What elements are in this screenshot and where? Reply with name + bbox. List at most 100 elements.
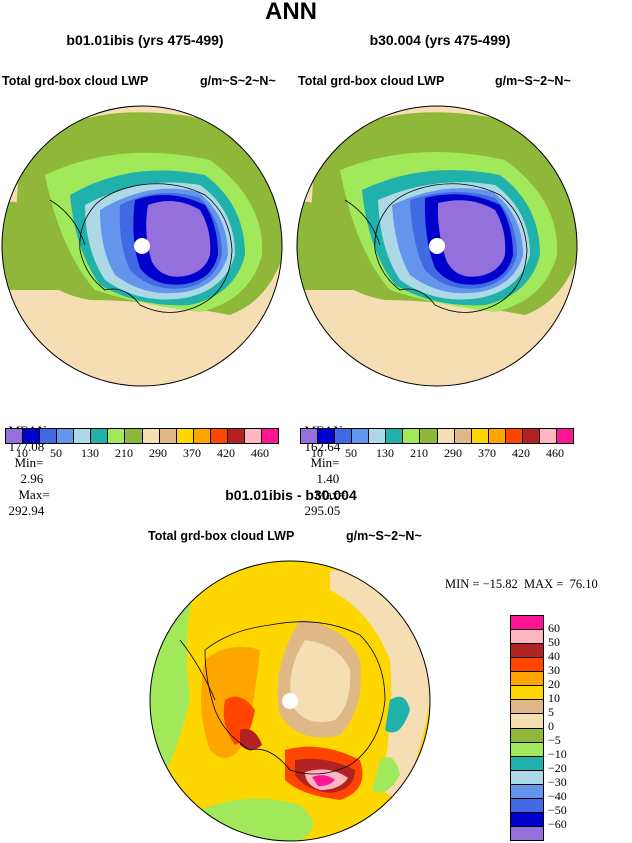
colorbar-2-swatch [539,429,557,443]
colorbar-diff-swatch [511,700,543,715]
panel-1-min-value: 2.96 [20,471,44,486]
pole-marker-diff [282,693,298,709]
colorbar-1-swatch [40,429,58,443]
colorbar-1-swatch [108,429,126,443]
colorbar-2-swatch [369,429,387,443]
polar-map-1 [2,106,282,386]
panel-2-max-label: Max= [314,487,346,502]
colorbar-diff-swatch [511,644,543,659]
colorbar-diff-swatch [511,798,543,813]
colorbar-diff-swatch [511,728,543,743]
diff-min-max: MIN = −15.82 MAX = 76.10 [445,577,598,591]
pole-marker-2 [429,238,445,254]
colorbar-diff-labels: 60 50 40 30 20 10 5 0 −5 −10 −20 −30 −40 −50 −60 [548,615,588,839]
colorbar-panel-2 [300,428,574,444]
colorbar-panel-1-labels: 10 50 130 210 290 370 420 460 [5,446,277,462]
colorbar-1-tick-label: 460 [251,446,269,460]
colorbar-diff-tick-label: 50 [548,635,560,649]
colorbar-2-swatch [556,429,573,443]
colorbar-2-tick-label: 10 [311,446,323,460]
colorbar-2-swatch [352,429,370,443]
colorbar-diff-tick-label: 10 [548,691,560,705]
colorbar-2-tick-label: 290 [444,446,462,460]
colorbar-diff-swatch [511,630,543,645]
colorbar-1-swatch [142,429,160,443]
colorbar-panel-2-labels: 10 50 130 210 290 370 420 460 [300,446,572,462]
colorbar-1-swatch [210,429,228,443]
colorbar-2-swatch [505,429,523,443]
colorbar-diff-swatch [511,714,543,729]
panel-2-case-title: b30.004 (yrs 475-499) [369,32,511,48]
colorbar-1-tick-label: 420 [217,446,235,460]
colorbar-diff-tick-label: 0 [548,719,554,733]
colorbar-1-swatch [57,429,75,443]
colorbar-2-swatch [403,429,421,443]
colorbar-diff-tick-label: 40 [548,649,560,663]
colorbar-2-swatch [522,429,540,443]
colorbar-2-tick-label: 460 [546,446,564,460]
colorbar-1-tick-label: 10 [16,446,28,460]
colorbar-panel-1 [5,428,279,444]
diff-title: b01.01ibis - b30.004 [225,487,357,503]
colorbar-2-tick-label: 130 [376,446,394,460]
colorbar-diff-tick-label: 60 [548,621,560,635]
diff-variable: Total grd-box cloud LWP [148,529,295,543]
colorbar-1-swatch [125,429,143,443]
colorbar-diff-tick-label: −10 [548,747,567,761]
colorbar-1-tick-label: 50 [50,446,62,460]
colorbar-2-swatch [301,429,319,443]
colorbar-diff-swatch [511,812,543,827]
colorbar-2-swatch [420,429,438,443]
panel-1-max-label: Max= [18,487,50,502]
colorbar-2-swatch [454,429,472,443]
colorbar-2-swatch [437,429,455,443]
colorbar-diff-swatch [511,686,543,701]
page-title: ANN [265,0,317,25]
colorbar-2-tick-label: 50 [345,446,357,460]
colorbar-2-swatch [335,429,353,443]
colorbar-1-swatch [159,429,177,443]
colorbar-1-tick-label: 290 [149,446,167,460]
polar-map-2 [297,106,577,386]
panel-2-units: g/m~S~2~N~ [495,74,571,88]
panel-2-min-label: Min= [310,455,340,470]
colorbar-2-swatch [471,429,489,443]
colorbar-diff-tick-label: −30 [548,775,567,789]
colorbar-diff-swatch [511,770,543,785]
colorbar-1-swatch [193,429,211,443]
colorbar-1-swatch [261,429,278,443]
panel-1-case-title: b01.01ibis (yrs 475-499) [66,32,224,48]
colorbar-diff-tick-label: 30 [548,663,560,677]
colorbar-diff-swatch [511,784,543,799]
diff-units: g/m~S~2~N~ [346,529,422,543]
colorbar-diff-tick-label: −60 [548,817,567,831]
colorbar-1-swatch [227,429,245,443]
pole-marker-1 [134,238,150,254]
colorbar-2-tick-label: 370 [478,446,496,460]
colorbar-1-tick-label: 370 [183,446,201,460]
colorbar-2-tick-label: 210 [410,446,428,460]
colorbar-diff-tick-label: −50 [548,803,567,817]
colorbar-diff-tick-label: 20 [548,677,560,691]
colorbar-2-tick-label: 420 [512,446,530,460]
panel-2-max-value: 295.05 [304,503,341,518]
panel-2-min-value: 1.40 [316,471,340,486]
colorbar-1-swatch [91,429,109,443]
panel-2-variable: Total grd-box cloud LWP [298,74,445,88]
colorbar-1-swatch [6,429,24,443]
colorbar-diff-tick-label: −40 [548,789,567,803]
colorbar-diff-tick-label: −5 [548,733,561,747]
colorbar-1-swatch [244,429,262,443]
colorbar-1-swatch [176,429,194,443]
colorbar-1-swatch [23,429,41,443]
colorbar-diff-swatch [511,658,543,673]
colorbar-diff [510,615,544,841]
colorbar-diff-tick-label: −20 [548,761,567,775]
colorbar-diff-swatch [511,742,543,757]
colorbar-diff-swatch [511,826,543,840]
colorbar-diff-swatch [511,616,543,631]
panel-1-variable: Total grd-box cloud LWP [2,74,149,88]
panel-1-min-label: Min= [14,455,44,470]
colorbar-diff-tick-label: 5 [548,705,554,719]
